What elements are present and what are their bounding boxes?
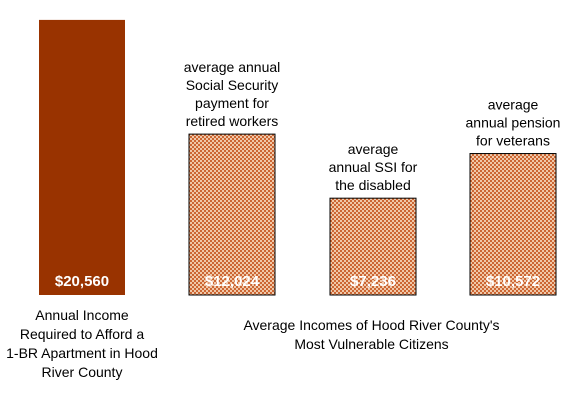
bar-annotation-4-line-2: annual pension: [466, 115, 561, 131]
group-label-1-line-2: Required to Afford a: [20, 326, 144, 342]
bar-value-label-4: $10,572: [486, 273, 540, 290]
bar-annotation-3-line-3: the disabled: [335, 177, 411, 193]
bar-annotation-2-line-2: Social Security: [186, 77, 279, 93]
bar-value-label-1: $20,560: [55, 273, 109, 290]
bar-annotation-3-line-2: annual SSI for: [329, 159, 418, 175]
bar-annotation-3-line-1: average: [348, 141, 399, 157]
group-label-2-line-1: Average Incomes of Hood River County's: [243, 317, 499, 333]
group-label-1-line-1: Annual Income: [35, 307, 129, 323]
group-label-2-line-2: Most Vulnerable Citizens: [294, 336, 448, 352]
bar-value-label-2: $12,024: [205, 273, 260, 290]
bar-annotation-2-line-3: payment for: [195, 95, 269, 111]
bars-layer: [39, 19, 557, 296]
group-label-1-line-3: 1-BR Apartment in Hood: [6, 345, 158, 361]
bar-annotation-2-line-4: retired workers: [186, 113, 279, 129]
bar-3: [329, 197, 417, 296]
bar-annotation-4-line-3: for veterans: [476, 133, 550, 149]
labels-layer: $20,560 $12,024 average annual Social Secur…: [6, 59, 560, 380]
bar-annotation-2-line-1: average annual: [184, 59, 281, 75]
bar-4: [469, 153, 557, 296]
group-label-1-line-4: River County: [42, 364, 123, 380]
bar-2: [188, 133, 276, 296]
bar-annotation-4-line-1: average: [488, 97, 539, 113]
bar-value-label-3: $7,236: [350, 273, 396, 290]
bar-1: [39, 19, 125, 296]
